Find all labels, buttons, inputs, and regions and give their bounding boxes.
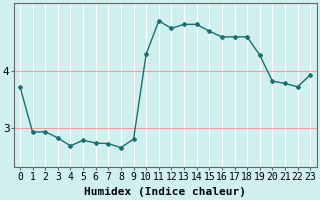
X-axis label: Humidex (Indice chaleur): Humidex (Indice chaleur) (84, 187, 246, 197)
